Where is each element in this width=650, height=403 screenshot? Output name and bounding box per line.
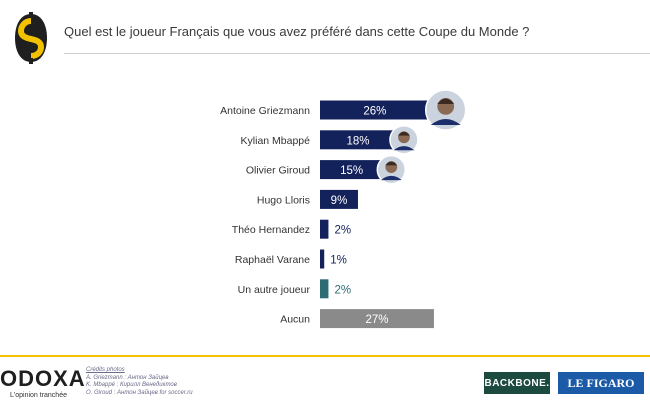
- odoxa-brand: ODOXA: [0, 366, 86, 391]
- value-label: 26%: [363, 106, 386, 118]
- category-label: Un autre joueur: [238, 284, 311, 296]
- category-label: Olivier Giroud: [246, 165, 310, 177]
- value-label: 1%: [330, 255, 347, 267]
- category-label: Raphaël Varane: [235, 254, 310, 266]
- category-label: Théo Hernandez: [232, 224, 310, 236]
- value-label: 15%: [340, 165, 363, 177]
- player-photo-icon: [389, 125, 419, 155]
- player-photo-icon: [376, 154, 407, 185]
- player-photo-icon: [424, 89, 467, 131]
- value-label: 27%: [365, 314, 388, 326]
- credit-line: A. Griezmann : Антон Зайцев: [86, 374, 169, 381]
- bar: [320, 189, 358, 209]
- odoxa-tagline: L'opinion tranchée: [10, 392, 67, 399]
- credit-line: O. Giroud : Антон Зайцев for soccer.ru: [86, 389, 193, 396]
- value-label: 2%: [334, 284, 351, 296]
- question-title: Quel est le joueur Français que vous ave…: [64, 24, 530, 39]
- odoxa-logo-icon: [15, 12, 47, 64]
- le-figaro-logo: LE FIGARO: [558, 372, 644, 394]
- value-label: 9%: [331, 195, 348, 207]
- category-label: Aucun: [280, 314, 310, 326]
- bar: [320, 249, 325, 269]
- category-label: Antoine Griezmann: [220, 105, 310, 117]
- category-label: Hugo Lloris: [257, 194, 310, 206]
- value-label: 2%: [334, 225, 351, 237]
- backbone-logo: BACKBONE.: [484, 372, 550, 394]
- bar: [320, 100, 430, 120]
- bar: [320, 309, 434, 329]
- header-divider: [64, 53, 650, 54]
- credit-line: K. Mbappé : Кирилл Венедиктов: [86, 382, 177, 388]
- bar: [320, 130, 396, 150]
- bar-chart: Antoine Griezmann 26% Kylian Mbappé 18% Oliv…: [220, 89, 467, 329]
- value-label: 18%: [346, 135, 369, 147]
- bar: [320, 160, 384, 180]
- credits-title: Crédits photos: [86, 367, 125, 373]
- category-label: Kylian Mbappé: [241, 135, 311, 147]
- photo-credits: Crédits photos A. Griezmann : Антон Зайц…: [86, 367, 193, 397]
- footer-divider: [0, 355, 650, 357]
- bar: [320, 279, 329, 299]
- bar: [320, 219, 329, 239]
